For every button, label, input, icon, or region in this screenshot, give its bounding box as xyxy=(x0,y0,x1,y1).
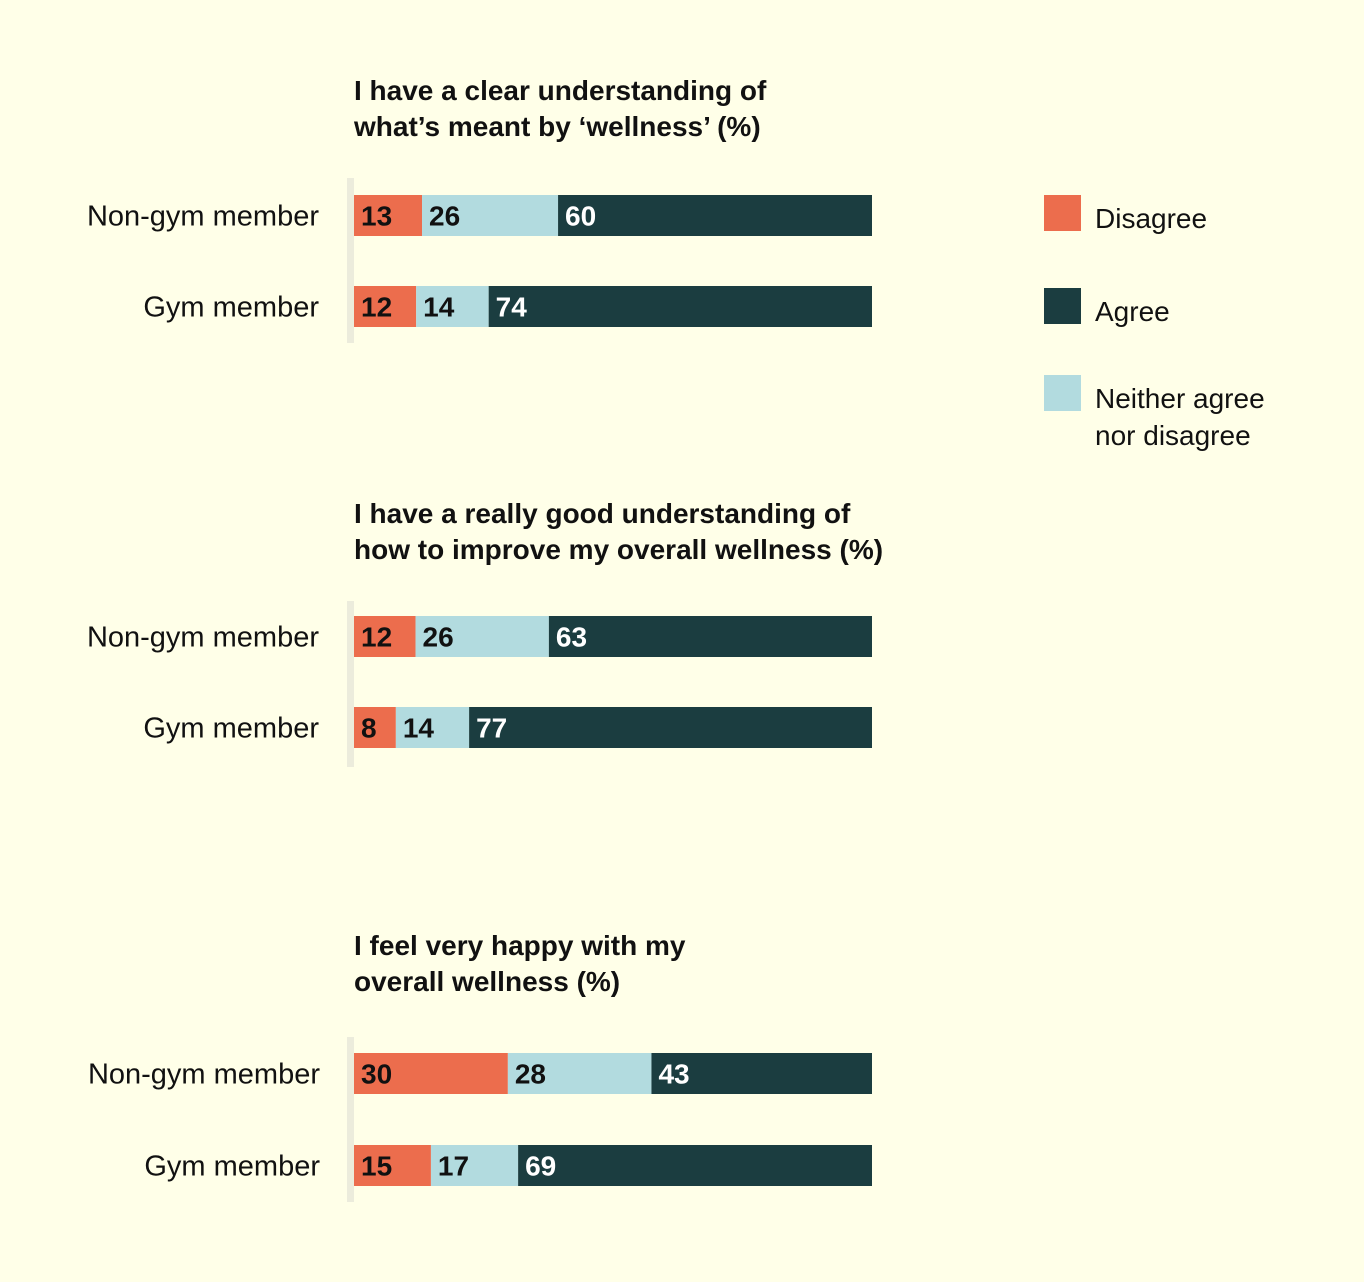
panel-1-bar-gym-member-neither-agree-nor-disagree xyxy=(416,286,489,327)
panel-1-bar-non-gym-member-disagree xyxy=(354,195,423,236)
panel-3-value-label-non-gym-member-neither-agree-nor-disagree: 28 xyxy=(515,1059,546,1090)
panel-2-bar-gym-member-neither-agree-nor-disagree xyxy=(395,707,470,748)
panel-3-row-label-gym-member: Gym member xyxy=(144,1151,320,1183)
panel-1-axis-line xyxy=(347,178,354,343)
panel-3-value-label-non-gym-member-disagree: 30 xyxy=(361,1059,392,1090)
legend-swatch-disagree xyxy=(1044,195,1081,231)
panel-2-value-label-non-gym-member-neither-agree-nor-disagree: 26 xyxy=(423,622,454,653)
panel-2-title-line-1: I have a really good understanding of xyxy=(354,498,851,529)
panel-2-title-line-2: how to improve my overall wellness (%) xyxy=(354,534,883,565)
panel-3-bar-gym-member-agree xyxy=(518,1145,872,1186)
panel-1-bar-gym-member-disagree xyxy=(354,286,417,327)
panel-2-bar-non-gym-member-disagree xyxy=(354,616,416,657)
panel-1-bar-non-gym-member-agree xyxy=(558,195,872,236)
panel-1-value-label-non-gym-member-neither-agree-nor-disagree: 26 xyxy=(429,201,460,232)
panel-2-bar-gym-member-agree xyxy=(469,707,872,748)
legend-label-agree: Agree xyxy=(1095,296,1170,327)
legend-label-disagree: Disagree xyxy=(1095,203,1207,234)
panel-2-value-label-gym-member-neither-agree-nor-disagree: 14 xyxy=(403,713,435,744)
panel-1-value-label-gym-member-agree: 74 xyxy=(496,292,528,323)
panel-1-row-label-gym-member: Gym member xyxy=(143,292,319,324)
panel-3-title-line-1: I feel very happy with my xyxy=(354,930,686,961)
panel-1-value-label-non-gym-member-agree: 60 xyxy=(565,201,596,232)
legend-swatch-agree xyxy=(1044,288,1081,324)
panel-3-axis-line xyxy=(347,1037,354,1202)
legend-swatch-neither-agree-nor-disagree xyxy=(1044,375,1081,411)
panel-1-title-line-2: what’s meant by ‘wellness’ (%) xyxy=(353,111,761,142)
panel-3-row-label-non-gym-member: Non-gym member xyxy=(88,1059,320,1091)
panel-2-bar-gym-member-disagree xyxy=(354,707,396,748)
panel-1-value-label-gym-member-neither-agree-nor-disagree: 14 xyxy=(423,292,455,323)
panel-3-value-label-gym-member-disagree: 15 xyxy=(361,1151,392,1182)
panel-3-bar-gym-member-disagree xyxy=(354,1145,431,1186)
panel-2-row-label-gym-member: Gym member xyxy=(143,713,319,745)
panel-3-value-label-non-gym-member-agree: 43 xyxy=(658,1059,689,1090)
panel-1-bar-non-gym-member-neither-agree-nor-disagree xyxy=(422,195,559,236)
panel-3-bar-non-gym-member-disagree xyxy=(354,1053,508,1094)
legend-label-neither-agree-nor-disagree-line-2: nor disagree xyxy=(1095,420,1251,451)
panel-1-value-label-gym-member-disagree: 12 xyxy=(361,292,392,323)
panel-1-value-label-non-gym-member-disagree: 13 xyxy=(361,201,392,232)
panel-2-value-label-non-gym-member-disagree: 12 xyxy=(361,622,392,653)
legend-label-neither-agree-nor-disagree-line-1: Neither agree xyxy=(1095,383,1265,414)
panel-3-bar-non-gym-member-neither-agree-nor-disagree xyxy=(507,1053,652,1094)
panel-3-title-line-2: overall wellness (%) xyxy=(354,966,620,997)
panel-2-value-label-non-gym-member-agree: 63 xyxy=(556,622,587,653)
panel-2-value-label-gym-member-agree: 77 xyxy=(476,713,507,744)
panel-1-bar-gym-member-agree xyxy=(488,286,872,327)
panel-2-value-label-gym-member-disagree: 8 xyxy=(361,713,377,744)
panel-3-value-label-gym-member-neither-agree-nor-disagree: 17 xyxy=(438,1151,469,1182)
panel-2-axis-line xyxy=(347,601,354,767)
panel-1-title-line-1: I have a clear understanding of xyxy=(354,75,767,106)
panel-2-bar-non-gym-member-agree xyxy=(548,616,872,657)
panel-2-bar-non-gym-member-neither-agree-nor-disagree xyxy=(415,616,549,657)
panel-3-bar-gym-member-neither-agree-nor-disagree xyxy=(430,1145,519,1186)
panel-1-row-label-non-gym-member: Non-gym member xyxy=(87,201,319,233)
panel-3-value-label-gym-member-agree: 69 xyxy=(525,1151,556,1182)
panel-2-row-label-non-gym-member: Non-gym member xyxy=(87,622,319,654)
panel-3-bar-non-gym-member-agree xyxy=(651,1053,872,1094)
